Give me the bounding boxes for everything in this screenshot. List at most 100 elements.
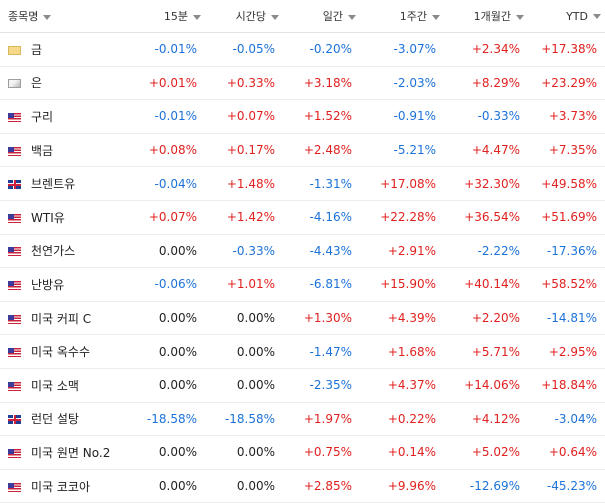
change-value-cell: 0.00%: [128, 435, 205, 470]
commodity-name-cell[interactable]: 금: [0, 32, 128, 67]
column-header-hourly[interactable]: 시간당: [205, 0, 283, 33]
change-value-cell: +0.07%: [205, 99, 283, 134]
commodity-name-cell[interactable]: 은: [0, 66, 128, 101]
column-header-label: 15분: [163, 10, 188, 23]
commodity-name[interactable]: 미국 소맥: [31, 378, 79, 393]
commodity-name-cell[interactable]: 런던 설탕: [0, 402, 128, 437]
change-value-cell: -0.01%: [128, 99, 205, 134]
column-header-monthly[interactable]: 1개월간: [444, 0, 528, 33]
change-value-cell: 0.00%: [205, 368, 283, 403]
silver-icon: [8, 79, 21, 89]
change-value-cell: +0.07%: [128, 200, 205, 235]
commodity-name[interactable]: 백금: [31, 143, 54, 158]
change-value-cell: +1.42%: [205, 200, 283, 235]
table-row[interactable]: WTI유 +0.07% +1.42% -4.16% +22.28% +36.54% +51.…: [0, 200, 605, 235]
table-row[interactable]: 금 -0.01% -0.05% -0.20% -3.07% +2.34% +17.38%: [0, 32, 605, 67]
change-value-cell: -14.81%: [528, 301, 605, 336]
change-value-cell: +2.85%: [283, 469, 360, 504]
commodity-name[interactable]: 미국 코코아: [31, 479, 91, 494]
change-value-cell: +22.28%: [360, 200, 444, 235]
column-header-weekly[interactable]: 1주간: [360, 0, 444, 33]
table-row[interactable]: 미국 코코아 0.00% 0.00% +2.85% +9.96% -12.69% -45.2…: [0, 469, 605, 504]
us-flag-icon: [8, 348, 21, 358]
change-value-cell: 0.00%: [205, 301, 283, 336]
change-value-cell: +0.01%: [128, 66, 205, 101]
commodity-name-cell[interactable]: 미국 코코아: [0, 469, 128, 504]
change-value-cell: 0.00%: [128, 234, 205, 269]
change-value-cell: -0.33%: [205, 234, 283, 269]
commodity-name[interactable]: 구리: [31, 109, 54, 124]
change-value-cell: -2.22%: [444, 234, 528, 269]
change-value-cell: -0.04%: [128, 166, 205, 201]
change-value-cell: +17.38%: [528, 32, 605, 67]
change-value-cell: +4.39%: [360, 301, 444, 336]
commodity-name[interactable]: 미국 옥수수: [31, 345, 91, 360]
commodity-name[interactable]: 난방유: [31, 277, 65, 292]
column-header-label: 1개월간: [473, 10, 511, 23]
commodity-name[interactable]: 브렌트유: [31, 177, 76, 192]
commodity-name[interactable]: WTI유: [31, 210, 65, 225]
change-value-cell: +1.68%: [360, 334, 444, 369]
table-row[interactable]: 난방유 -0.06% +1.01% -6.81% +15.90% +40.14% +58.5…: [0, 267, 605, 302]
commodity-name-cell[interactable]: 미국 소맥: [0, 368, 128, 403]
change-value-cell: -2.35%: [283, 368, 360, 403]
change-value-cell: 0.00%: [205, 435, 283, 470]
change-value-cell: -2.03%: [360, 66, 444, 101]
column-header-ytd[interactable]: YTD: [528, 0, 605, 33]
change-value-cell: +4.12%: [444, 402, 528, 437]
table-row[interactable]: 런던 설탕 -18.58% -18.58% +1.97% +0.22% +4.12% -3.…: [0, 402, 605, 437]
commodity-name-cell[interactable]: 미국 옥수수: [0, 334, 128, 369]
table-row[interactable]: 미국 원면 No.2 0.00% 0.00% +0.75% +0.14% +5.02% +0…: [0, 435, 605, 470]
column-header-label: 종목명: [8, 10, 39, 23]
change-value-cell: +9.96%: [360, 469, 444, 504]
gb-flag-icon: [8, 180, 21, 190]
commodity-name-cell[interactable]: 난방유: [0, 267, 128, 302]
commodity-name-cell[interactable]: 천연가스: [0, 234, 128, 269]
change-value-cell: +36.54%: [444, 200, 528, 235]
commodity-name[interactable]: 미국 원면 No.2: [31, 445, 111, 460]
change-value-cell: +2.91%: [360, 234, 444, 269]
table-row[interactable]: 천연가스 0.00% -0.33% -4.43% +2.91% -2.22% -17.36%: [0, 234, 605, 269]
table-row[interactable]: 은 +0.01% +0.33% +3.18% -2.03% +8.29% +23.29%: [0, 66, 605, 101]
change-value-cell: +0.75%: [283, 435, 360, 470]
table-row[interactable]: 미국 옥수수 0.00% 0.00% -1.47% +1.68% +5.71% +2.95%: [0, 334, 605, 369]
table-row[interactable]: 미국 소맥 0.00% 0.00% -2.35% +4.37% +14.06% +18.84…: [0, 368, 605, 403]
sort-caret-icon: [193, 14, 201, 20]
change-value-cell: +0.64%: [528, 435, 605, 470]
change-value-cell: -1.31%: [283, 166, 360, 201]
table-row[interactable]: 미국 커피 C 0.00% 0.00% +1.30% +4.39% +2.20% -14.8…: [0, 301, 605, 336]
gb-flag-icon: [8, 415, 21, 425]
column-header-15min[interactable]: 15분: [128, 0, 205, 33]
change-value-cell: +49.58%: [528, 166, 605, 201]
column-header-name[interactable]: 종목명: [0, 0, 128, 33]
change-value-cell: -6.81%: [283, 267, 360, 302]
sort-caret-icon: [348, 14, 356, 20]
commodity-name-cell[interactable]: 미국 원면 No.2: [0, 435, 128, 470]
change-value-cell: +8.29%: [444, 66, 528, 101]
commodity-name[interactable]: 금: [31, 42, 43, 57]
change-value-cell: +1.30%: [283, 301, 360, 336]
commodity-name[interactable]: 천연가스: [31, 244, 76, 259]
commodity-name[interactable]: 은: [31, 76, 43, 91]
commodity-name-cell[interactable]: WTI유: [0, 200, 128, 235]
commodity-name-cell[interactable]: 백금: [0, 133, 128, 168]
change-value-cell: -0.91%: [360, 99, 444, 134]
change-value-cell: +0.22%: [360, 402, 444, 437]
table-row[interactable]: 브렌트유 -0.04% +1.48% -1.31% +17.08% +32.30% +49.…: [0, 166, 605, 201]
table-row[interactable]: 백금 +0.08% +0.17% +2.48% -5.21% +4.47% +7.35%: [0, 133, 605, 168]
commodity-name-cell[interactable]: 브렌트유: [0, 166, 128, 201]
commodity-name[interactable]: 런던 설탕: [31, 412, 79, 427]
change-value-cell: +0.17%: [205, 133, 283, 168]
us-flag-icon: [8, 482, 21, 492]
change-value-cell: -0.33%: [444, 99, 528, 134]
change-value-cell: -18.58%: [128, 402, 205, 437]
column-header-daily[interactable]: 일간: [283, 0, 360, 33]
commodity-name-cell[interactable]: 구리: [0, 99, 128, 134]
table-body: 금 -0.01% -0.05% -0.20% -3.07% +2.34% +17.38% 은 +…: [0, 32, 605, 504]
commodity-name[interactable]: 미국 커피 C: [31, 311, 92, 326]
change-value-cell: +5.71%: [444, 334, 528, 369]
table-row[interactable]: 구리 -0.01% +0.07% +1.52% -0.91% -0.33% +3.73%: [0, 99, 605, 134]
commodity-name-cell[interactable]: 미국 커피 C: [0, 301, 128, 336]
change-value-cell: +2.95%: [528, 334, 605, 369]
